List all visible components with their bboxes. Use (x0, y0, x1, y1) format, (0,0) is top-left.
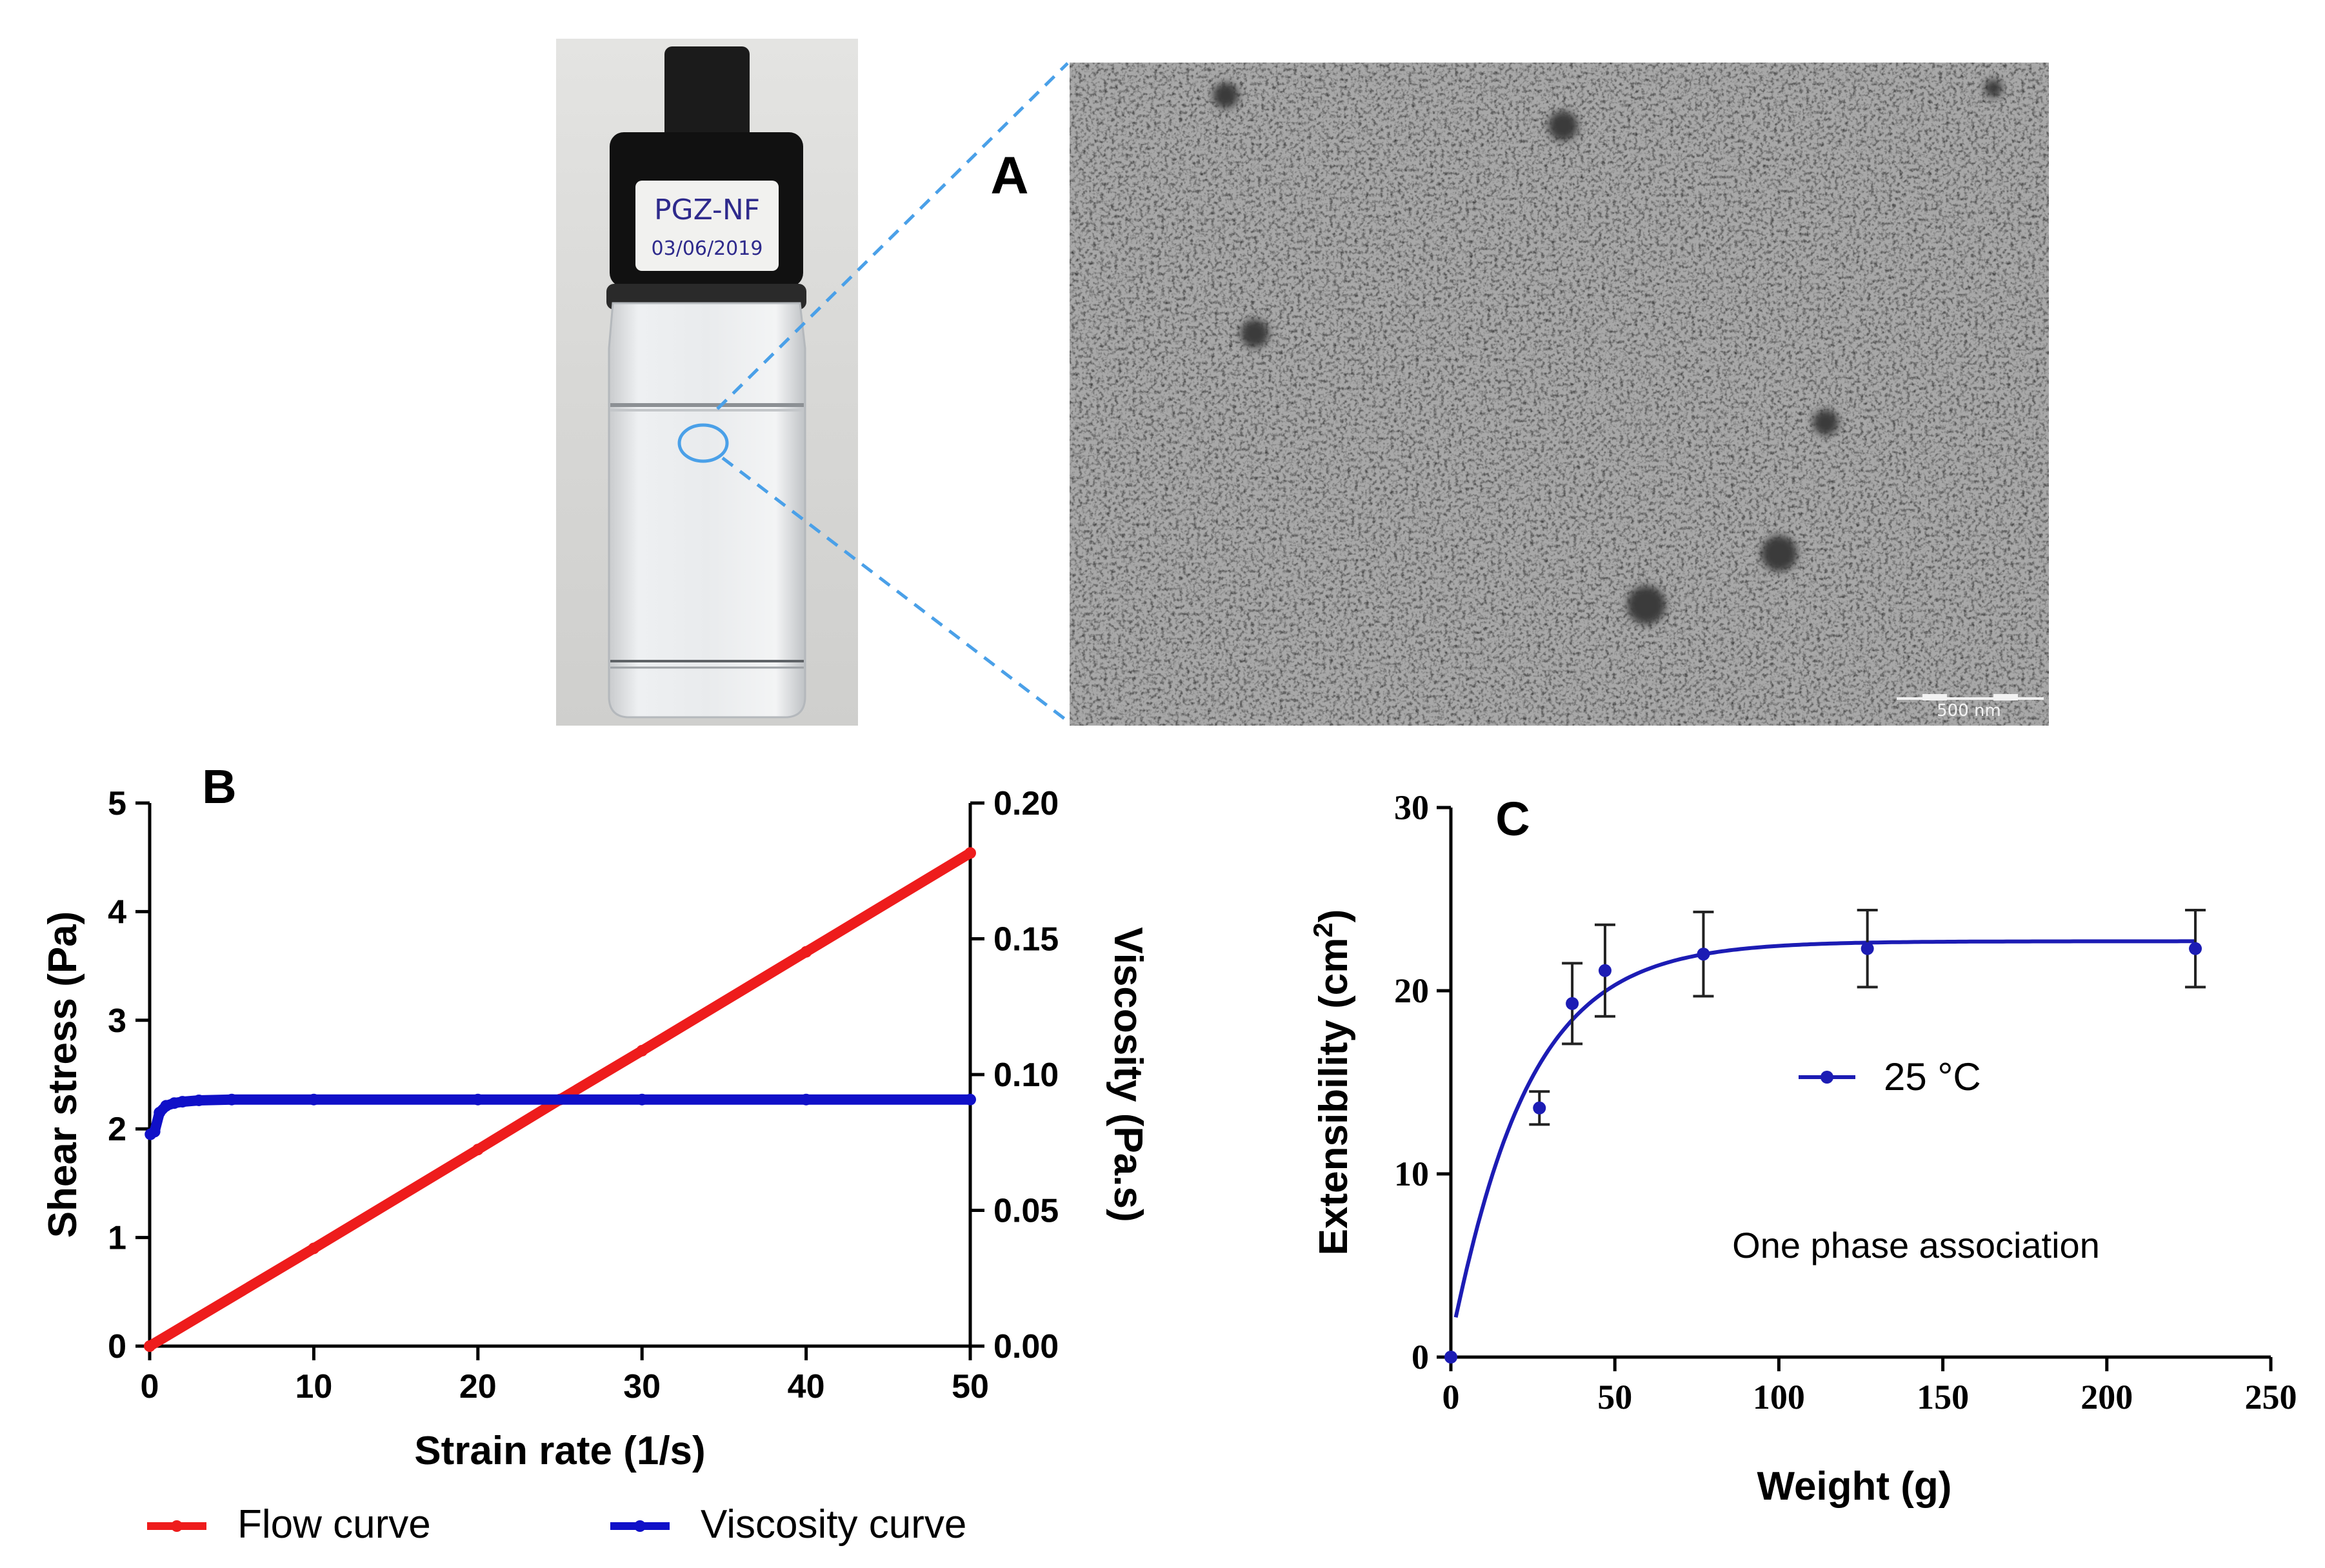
viscosity-curve-point (226, 1093, 238, 1106)
panel-label-b: B (202, 760, 236, 813)
y2-tick-label: 0.10 (993, 1057, 1059, 1094)
fit-annotation: One phase association (1732, 1225, 2100, 1265)
data-point (1861, 942, 1874, 955)
chart-c-series (1444, 909, 2206, 1364)
nanoparticles (1213, 79, 2002, 624)
viscosity-curve-point (800, 1093, 812, 1106)
y-tick-label: 10 (1394, 1155, 1429, 1193)
x-tick-label: 0 (141, 1368, 159, 1405)
viscosity-curve-point (148, 1126, 161, 1138)
vial-glass (608, 302, 806, 719)
viscosity-curve-point (193, 1094, 205, 1106)
y-tick-label: 30 (1394, 788, 1429, 827)
data-point (2189, 942, 2202, 955)
flow-curve-point (800, 946, 812, 958)
zoom-circle (677, 423, 729, 463)
vial-label-line1: PGZ-NF (654, 194, 760, 226)
x-tick-label: 30 (623, 1368, 661, 1405)
y2-tick-label: 0.05 (993, 1193, 1059, 1230)
x-tick-label: 250 (2245, 1378, 2297, 1416)
flow-curve-point (636, 1044, 648, 1057)
viscosity-curve-point (964, 1093, 976, 1106)
chart-c: C 0 50 100 150 200 250 0 10 20 30 Weight (g) Extens… (1308, 788, 2297, 1509)
tem-micrograph: 500 nm (1070, 63, 2049, 726)
y-axis-title: Extensibility (cm2) (1308, 909, 1357, 1256)
chart-b-axes: 0 10 20 30 40 50 0 1 2 3 4 5 0.00 0.05 0.10 0.15 0.20 Str… (41, 785, 1150, 1473)
y-axis-title: Shear stress (Pa) (41, 911, 85, 1238)
y2-tick-label: 0.20 (993, 785, 1059, 822)
chart-b: B 0 10 20 30 40 50 0 1 2 3 4 5 0.00 0.05 0.10 0.15 0.20 S… (41, 760, 1150, 1547)
vial-label (635, 181, 779, 271)
y-tick-label: 4 (108, 893, 126, 931)
flow-curve-point (964, 847, 976, 859)
data-point (1566, 997, 1579, 1010)
x-tick-label: 200 (2081, 1378, 2133, 1416)
legend-marker (634, 1520, 646, 1532)
scale-bar-label: 500 nm (1937, 701, 2001, 720)
legend-label: Viscosity curve (701, 1502, 966, 1547)
legend-label: Flow curve (237, 1502, 431, 1547)
chart-c-legend: 25 °C (1799, 1055, 1981, 1098)
chart-c-axes: 0 50 100 150 200 250 0 10 20 30 Weight (g) Extensib… (1308, 788, 2297, 1509)
legend-marker (171, 1520, 183, 1532)
y2-axis-title: Viscosity (Pa.s) (1106, 927, 1150, 1222)
data-point (1533, 1101, 1546, 1115)
zoom-line-bottom (721, 457, 1069, 722)
vial-cap-top (664, 46, 750, 140)
x-tick-label: 150 (1917, 1378, 1969, 1416)
x-axis-title: Weight (g) (1757, 1464, 1952, 1509)
viscosity-curve-point (308, 1093, 320, 1106)
chart-b-series (144, 847, 976, 1352)
y-tick-label: 1 (108, 1220, 126, 1257)
y-tick-label: 20 (1394, 971, 1429, 1010)
y-tick-label: 3 (108, 1002, 126, 1040)
y-tick-label: 2 (108, 1111, 126, 1148)
data-point (1444, 1351, 1457, 1364)
chart-b-legend: Flow curve Viscosity curve (147, 1502, 966, 1547)
x-tick-label: 50 (952, 1368, 989, 1405)
legend-marker (1821, 1071, 1833, 1084)
panel-label-c: C (1495, 792, 1530, 846)
x-tick-label: 50 (1597, 1378, 1632, 1416)
vial-label-line2: 03/06/2019 (652, 237, 763, 260)
viscosity-curve-point (176, 1096, 188, 1108)
panel-label-a: A (990, 146, 1028, 205)
y-tick-label: 0 (108, 1328, 126, 1365)
viscosity-curve-point (636, 1093, 648, 1106)
y2-tick-label: 0.00 (993, 1328, 1059, 1365)
vial-photo: PGZ-NF 03/06/2019 (556, 39, 858, 726)
x-tick-label: 20 (459, 1368, 497, 1405)
fit-curve (1453, 939, 2196, 1318)
legend-label: 25 °C (1884, 1055, 1981, 1098)
y-tick-label: 5 (108, 785, 126, 822)
flow-curve-point (308, 1242, 320, 1255)
data-point (1697, 948, 1710, 961)
x-tick-label: 100 (1753, 1378, 1805, 1416)
viscosity-curve-point (472, 1093, 484, 1106)
y2-tick-label: 0.15 (993, 921, 1059, 958)
panel-a: PGZ-NF 03/06/2019 500 nm A (556, 39, 2049, 726)
data-point (1598, 964, 1612, 977)
x-axis-title: Strain rate (1/s) (414, 1429, 705, 1473)
x-tick-label: 40 (788, 1368, 825, 1405)
flow-curve-point (144, 1340, 155, 1352)
flow-curve-point (472, 1144, 484, 1156)
x-tick-label: 0 (1442, 1378, 1460, 1416)
x-tick-label: 10 (295, 1368, 332, 1405)
zoom-line-top (716, 62, 1069, 410)
y-tick-label: 0 (1412, 1338, 1429, 1376)
